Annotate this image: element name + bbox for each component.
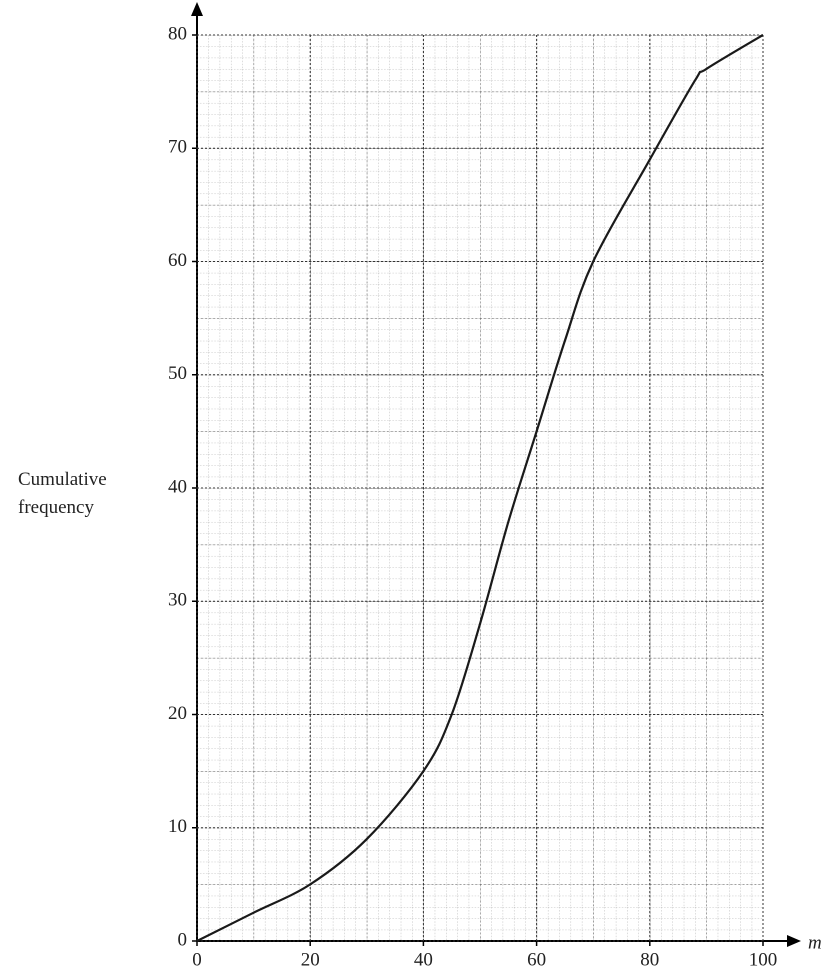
y-tick-label: 10 <box>168 816 187 837</box>
x-axis-arrow <box>787 935 801 947</box>
x-tick-label: 0 <box>192 949 202 970</box>
y-tick-label: 20 <box>168 703 187 724</box>
y-axis-arrow <box>191 2 203 16</box>
x-tick-label: 60 <box>527 949 546 970</box>
x-tick-label: 100 <box>749 949 778 970</box>
y-tick-label: 80 <box>168 23 187 44</box>
y-tick-label: 0 <box>178 929 188 950</box>
x-tick-label: 40 <box>414 949 433 970</box>
y-tick-label: 30 <box>168 590 187 611</box>
y-tick-label: 40 <box>168 476 187 497</box>
y-tick-label: 70 <box>168 137 187 158</box>
major-grid <box>197 35 763 941</box>
y-tick-label: 60 <box>168 250 187 271</box>
x-tick-label: 20 <box>301 949 320 970</box>
y-axis-label: Cumulative frequency <box>18 469 107 518</box>
x-tick-label: 80 <box>640 949 659 970</box>
curve <box>196 34 764 942</box>
y-tick-label: 50 <box>168 363 187 384</box>
x-axis-label: m <box>808 932 822 953</box>
